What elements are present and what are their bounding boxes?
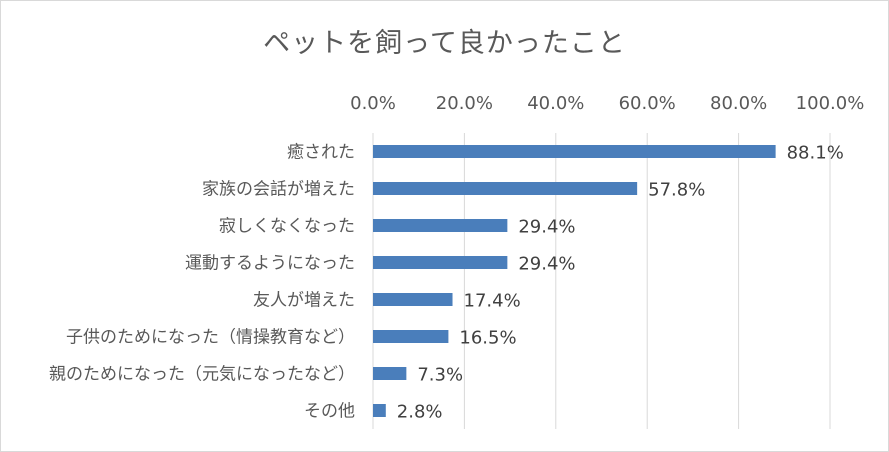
category-label: その他 <box>304 402 355 422</box>
x-tick-label: 0.0% <box>350 93 396 114</box>
data-label: 29.4% <box>518 254 575 275</box>
data-label: 7.3% <box>417 365 463 386</box>
x-tick-label: 60.0% <box>619 93 676 114</box>
chart-title: ペットを飼って良かったこと <box>263 28 626 59</box>
category-label: 友人が増えた <box>253 291 355 311</box>
data-label: 57.8% <box>648 180 705 201</box>
category-label: 癒された <box>287 143 355 163</box>
x-tick-label: 80.0% <box>710 93 767 114</box>
bar <box>373 182 638 195</box>
bar <box>373 367 407 380</box>
category-label: 家族の会話が増えた <box>202 180 355 200</box>
bar <box>373 219 508 232</box>
category-label: 親のためになった（元気になったなど） <box>49 365 355 385</box>
bar <box>373 293 453 306</box>
category-label: 寂しくなくなった <box>219 217 355 237</box>
category-label: 子供のためになった（情操教育など） <box>66 328 355 348</box>
data-label: 2.8% <box>397 402 443 423</box>
bar <box>373 330 449 343</box>
x-tick-label: 20.0% <box>436 93 493 114</box>
x-tick-label: 100.0% <box>796 93 865 114</box>
data-label: 29.4% <box>518 217 575 238</box>
data-label: 88.1% <box>787 143 844 164</box>
bar <box>373 256 508 269</box>
data-label: 17.4% <box>464 291 521 312</box>
data-label: 16.5% <box>459 328 516 349</box>
bar <box>373 404 386 417</box>
x-tick-label: 40.0% <box>527 93 584 114</box>
bar <box>373 145 776 158</box>
category-label: 運動するようになった <box>185 254 355 274</box>
